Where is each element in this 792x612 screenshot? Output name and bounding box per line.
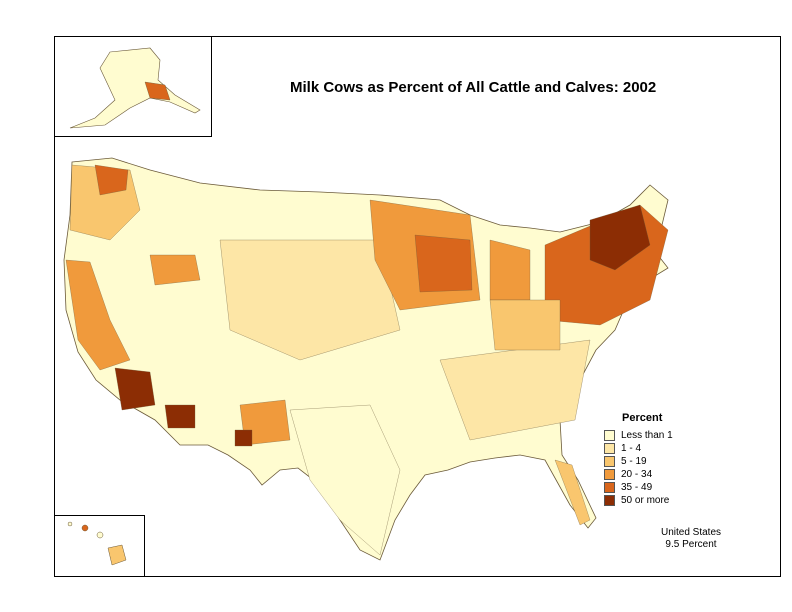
- legend: Percent Less than 1 1 - 4 5 - 19 20 - 34…: [604, 412, 724, 507]
- legend-title: Percent: [622, 412, 663, 424]
- map-title: Milk Cows as Percent of All Cattle and C…: [290, 79, 657, 96]
- region-nm-core: [234, 429, 253, 447]
- alaska-map: [69, 47, 201, 129]
- legend-label: 35 - 49: [621, 482, 653, 493]
- legend-item: 35 - 49: [604, 481, 724, 494]
- legend-label: 5 - 19: [621, 456, 647, 467]
- legend-label: 1 - 4: [621, 443, 642, 454]
- us-summary: United States 9.5 Percent: [636, 527, 746, 551]
- region-socal: [114, 367, 156, 411]
- summary-line2: 9.5 Percent: [665, 539, 717, 550]
- legend-swatch: [604, 443, 615, 454]
- region-wisconsin-core: [414, 234, 473, 293]
- region-california: [65, 259, 131, 371]
- region-texas: [289, 404, 401, 556]
- map-frame: [54, 36, 781, 577]
- region-arizona: [164, 404, 196, 429]
- legend-swatch: [604, 495, 615, 506]
- region-florida: [554, 459, 591, 526]
- region-plains: [219, 239, 401, 361]
- hawaii-inset: [54, 515, 145, 577]
- legend-swatch: [604, 469, 615, 480]
- legend-swatch: [604, 482, 615, 493]
- legend-item: 5 - 19: [604, 455, 724, 468]
- legend-swatch: [604, 430, 615, 441]
- legend-item: 1 - 4: [604, 442, 724, 455]
- hawaii-map: [67, 521, 127, 566]
- legend-label: 20 - 34: [621, 469, 653, 480]
- legend-label: Less than 1: [621, 430, 673, 441]
- legend-swatch: [604, 456, 615, 467]
- legend-item: 50 or more: [604, 494, 724, 507]
- legend-item: 20 - 34: [604, 468, 724, 481]
- region-michigan: [489, 239, 531, 301]
- legend-label: 50 or more: [621, 495, 670, 506]
- region-ny-vt-core: [589, 204, 651, 271]
- region-ohio: [489, 299, 561, 351]
- region-shading: [65, 164, 669, 556]
- alaska-inset: [54, 36, 212, 137]
- region-washington-core: [94, 164, 129, 196]
- region-idaho: [149, 254, 201, 286]
- alaska-shaded: [144, 81, 171, 101]
- summary-line1: United States: [660, 527, 722, 538]
- legend-item: Less than 1: [604, 429, 724, 442]
